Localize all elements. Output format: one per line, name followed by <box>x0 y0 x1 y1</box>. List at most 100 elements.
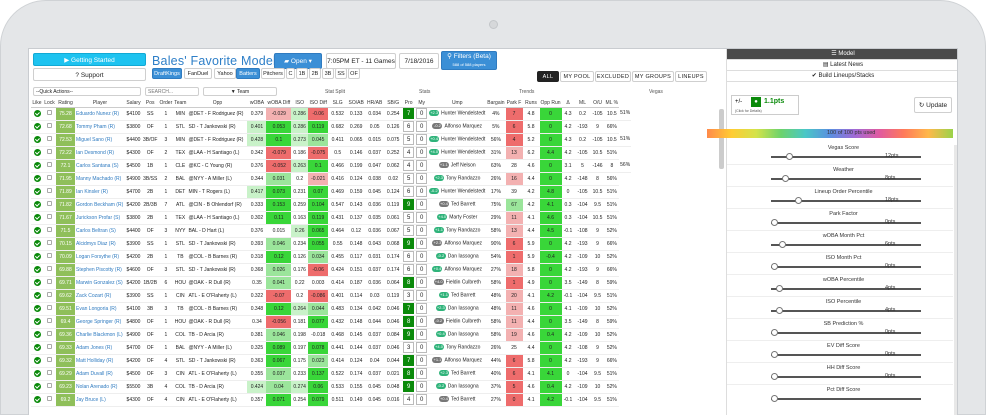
check-icon[interactable] <box>33 188 41 195</box>
my-rank-input[interactable]: 0 <box>416 108 428 119</box>
like-cell[interactable] <box>31 198 43 212</box>
check-icon[interactable] <box>33 331 41 338</box>
weight-slider[interactable] <box>771 307 921 314</box>
check-icon[interactable] <box>33 383 41 390</box>
player-name-link[interactable]: Adam Duvall (R) <box>75 367 125 381</box>
check-icon[interactable] <box>33 201 41 208</box>
lock-cell[interactable] <box>43 276 56 290</box>
my-rank-input[interactable]: 0 <box>416 121 428 132</box>
lock-icon[interactable] <box>47 383 52 388</box>
table-row[interactable]: 69.71 Marwin Gonzalez (S) $4200 1B/2B 6 HOU @O… <box>31 276 631 290</box>
latest-news-header[interactable]: ▤ Latest News <box>727 60 957 71</box>
my-rank-input[interactable]: 0 <box>416 290 428 301</box>
table-row[interactable]: 71.67 Jurickson Profar (S) $3800 2B 1 TEX @LAA… <box>31 211 631 225</box>
site-yahoo[interactable]: Yahoo <box>214 68 236 79</box>
table-row[interactable]: 69.51 Evan Longoria (R) $4100 3B 3 TB @COL - B… <box>31 302 631 316</box>
slider-knob[interactable] <box>786 153 793 160</box>
check-icon[interactable] <box>33 292 41 299</box>
slider-knob[interactable] <box>795 197 802 204</box>
lock-icon[interactable] <box>47 318 52 323</box>
like-cell[interactable] <box>31 315 43 329</box>
lock-icon[interactable] <box>47 136 52 141</box>
lock-cell[interactable] <box>43 328 56 342</box>
lock-cell[interactable] <box>43 341 56 355</box>
check-icon[interactable] <box>33 227 41 234</box>
player-name-link[interactable]: George Springer (R) <box>75 315 125 329</box>
weight-slider[interactable] <box>771 175 921 182</box>
col-header-ml[interactable]: ML <box>574 99 591 108</box>
my-rank-input[interactable]: 0 <box>416 329 428 340</box>
slider-knob[interactable] <box>771 263 778 270</box>
col-header-ml-[interactable]: ML % <box>604 99 620 108</box>
col-header-opp[interactable]: Opp <box>187 99 248 108</box>
lock-icon[interactable] <box>47 357 52 362</box>
like-cell[interactable] <box>31 328 43 342</box>
lock-icon[interactable] <box>47 240 52 245</box>
lock-icon[interactable] <box>47 188 52 193</box>
date-input[interactable]: 7/18/2016 <box>399 53 439 69</box>
search-input[interactable]: SEARCH... <box>145 87 199 96</box>
col-header-like[interactable]: Like <box>31 99 43 108</box>
lock-icon[interactable] <box>47 370 52 375</box>
tab-excluded[interactable]: EXCLUDED <box>595 71 631 82</box>
my-rank-input[interactable]: 0 <box>416 212 428 223</box>
weight-slider[interactable] <box>771 219 921 226</box>
col-header-lock[interactable]: Lock <box>43 99 56 108</box>
player-name-link[interactable]: Manny Machado (R) <box>75 172 125 186</box>
like-cell[interactable] <box>31 354 43 368</box>
my-rank-input[interactable]: 0 <box>416 225 428 236</box>
tab-my-pool[interactable]: MY POOL <box>560 71 594 82</box>
col-header-salary[interactable]: Salary <box>125 99 142 108</box>
lock-icon[interactable] <box>47 331 52 336</box>
table-row[interactable]: 72.1 Carlos Santana (S) $4500 1B 1 CLE @KC - C… <box>31 159 632 173</box>
my-rank-input[interactable]: 0 <box>416 186 428 197</box>
like-cell[interactable] <box>31 250 43 264</box>
panel-scrollbar[interactable] <box>954 145 957 415</box>
lock-cell[interactable] <box>43 263 56 277</box>
my-rank-input[interactable]: 0 <box>416 277 428 288</box>
slate-select[interactable]: 7:05PM ET - 11 Games <box>326 53 396 69</box>
lock-cell[interactable] <box>43 172 56 186</box>
lock-cell[interactable] <box>43 250 56 264</box>
weight-slider[interactable] <box>771 373 921 380</box>
slider-knob[interactable] <box>771 219 778 226</box>
my-rank-input[interactable]: 0 <box>416 355 428 366</box>
lock-cell[interactable] <box>43 393 56 407</box>
my-rank-input[interactable]: 0 <box>416 147 428 158</box>
lock-icon[interactable] <box>47 149 52 154</box>
table-row[interactable]: 69.32 Matt Holliday (R) $4200 OF 4 STL SD - T … <box>31 354 631 368</box>
tab-lineups[interactable]: LINEUPS <box>675 71 707 82</box>
build-lineups-header[interactable]: ✔ Build Lineups/Stacks <box>727 71 957 82</box>
weight-slider[interactable] <box>771 351 921 358</box>
lock-icon[interactable] <box>47 110 52 115</box>
table-row[interactable]: 71.5 Carlos Beltran (S) $4400 OF 3 NYY BAL - D… <box>31 224 631 238</box>
getting-started-button[interactable]: ▶ Getting Started <box>33 53 146 66</box>
slider-knob[interactable] <box>771 373 778 380</box>
team-filter-button[interactable]: ▼ Team <box>203 87 277 96</box>
like-cell[interactable] <box>31 302 43 316</box>
table-row[interactable]: 70.09 Logan Forsythe (R) $4200 2B 1 TB @COL - … <box>31 250 631 264</box>
like-cell[interactable] <box>31 185 43 199</box>
table-row[interactable]: 69.29 Adam Duvall (R) $4500 OF 3 CIN ATL - E O… <box>31 367 631 381</box>
slider-knob[interactable] <box>771 395 778 402</box>
like-cell[interactable] <box>31 120 43 134</box>
like-cell[interactable] <box>31 367 43 381</box>
col-header-pos[interactable]: Pos <box>142 99 159 108</box>
table-row[interactable]: 69.88 Stephen Piscotty (R) $4600 OF 3 STL SD -… <box>31 263 631 277</box>
player-name-link[interactable]: Marwin Gonzalez (S) <box>75 276 125 290</box>
like-cell[interactable] <box>31 133 43 147</box>
my-rank-input[interactable]: 0 <box>416 303 428 314</box>
lock-cell[interactable] <box>43 302 56 316</box>
col-header-hr-ab[interactable]: HR/AB <box>365 99 385 108</box>
weight-slider[interactable] <box>771 153 921 160</box>
slider-knob[interactable] <box>782 175 789 182</box>
table-row[interactable]: 71.89 Ian Kinsler (R) $4700 2B 1 DET MIN - T R… <box>31 185 631 199</box>
lock-cell[interactable] <box>43 315 56 329</box>
lock-icon[interactable] <box>47 305 52 310</box>
check-icon[interactable] <box>33 240 41 247</box>
col-header-ump[interactable]: Ump <box>428 99 487 108</box>
model-header[interactable]: ☰ Model <box>727 49 957 60</box>
like-cell[interactable] <box>31 172 43 186</box>
check-icon[interactable] <box>33 305 41 312</box>
position-3b[interactable]: 3B <box>322 68 334 79</box>
